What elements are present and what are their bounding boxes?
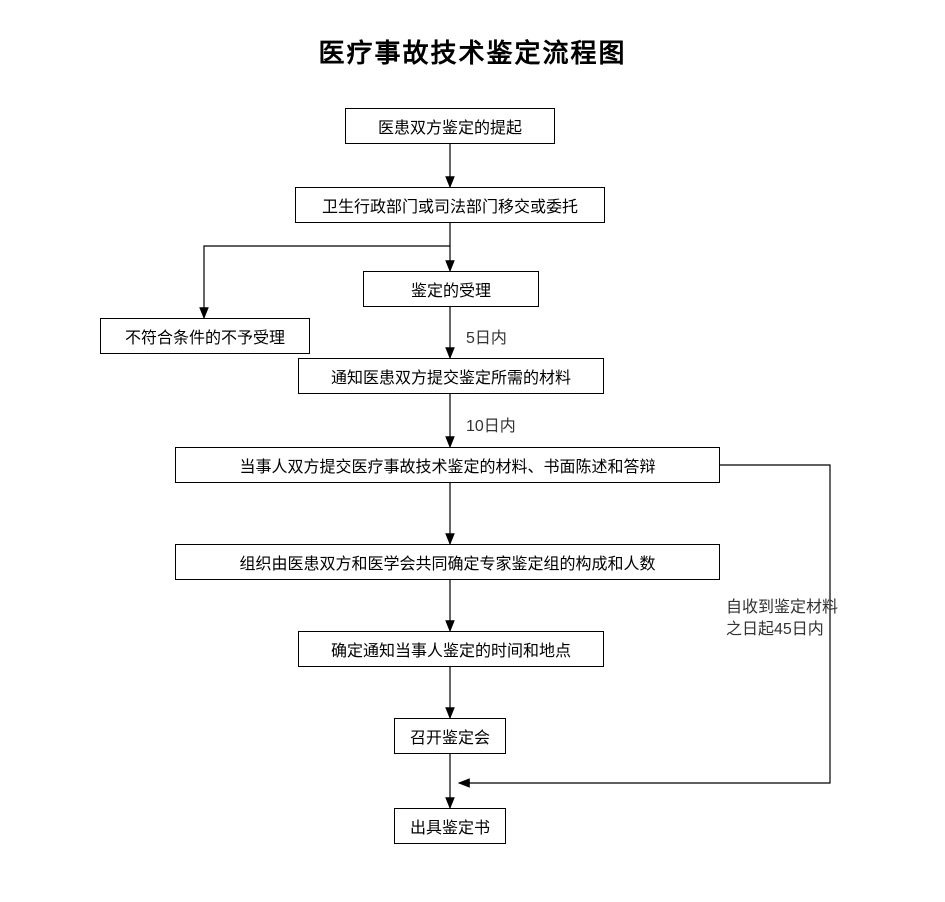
flowchart-node-n2: 卫生行政部门或司法部门移交或委托: [295, 187, 605, 223]
edge-label-n6_side-n10_side: 自收到鉴定材料 之日起45日内: [726, 597, 838, 640]
chart-title: 医疗事故技术鉴定流程图: [0, 33, 945, 70]
flowchart-node-n7: 组织由医患双方和医学会共同确定专家鉴定组的构成和人数: [175, 544, 720, 580]
flowchart-node-n3: 鉴定的受理: [363, 271, 539, 307]
edge-label-n5-n6: 10日内: [466, 412, 516, 436]
flowchart-node-n4: 不符合条件的不予受理: [100, 318, 310, 354]
flowchart-node-n6: 当事人双方提交医疗事故技术鉴定的材料、书面陈述和答辩: [175, 447, 720, 483]
flowchart-node-n1: 医患双方鉴定的提起: [345, 108, 555, 144]
flowchart-node-n8: 确定通知当事人鉴定的时间和地点: [298, 631, 604, 667]
flowchart-node-n9: 召开鉴定会: [394, 718, 506, 754]
flowchart-node-n5: 通知医患双方提交鉴定所需的材料: [298, 358, 604, 394]
flowchart-node-n10: 出具鉴定书: [394, 808, 506, 844]
edge-label-n3-n5: 5日内: [466, 324, 507, 348]
